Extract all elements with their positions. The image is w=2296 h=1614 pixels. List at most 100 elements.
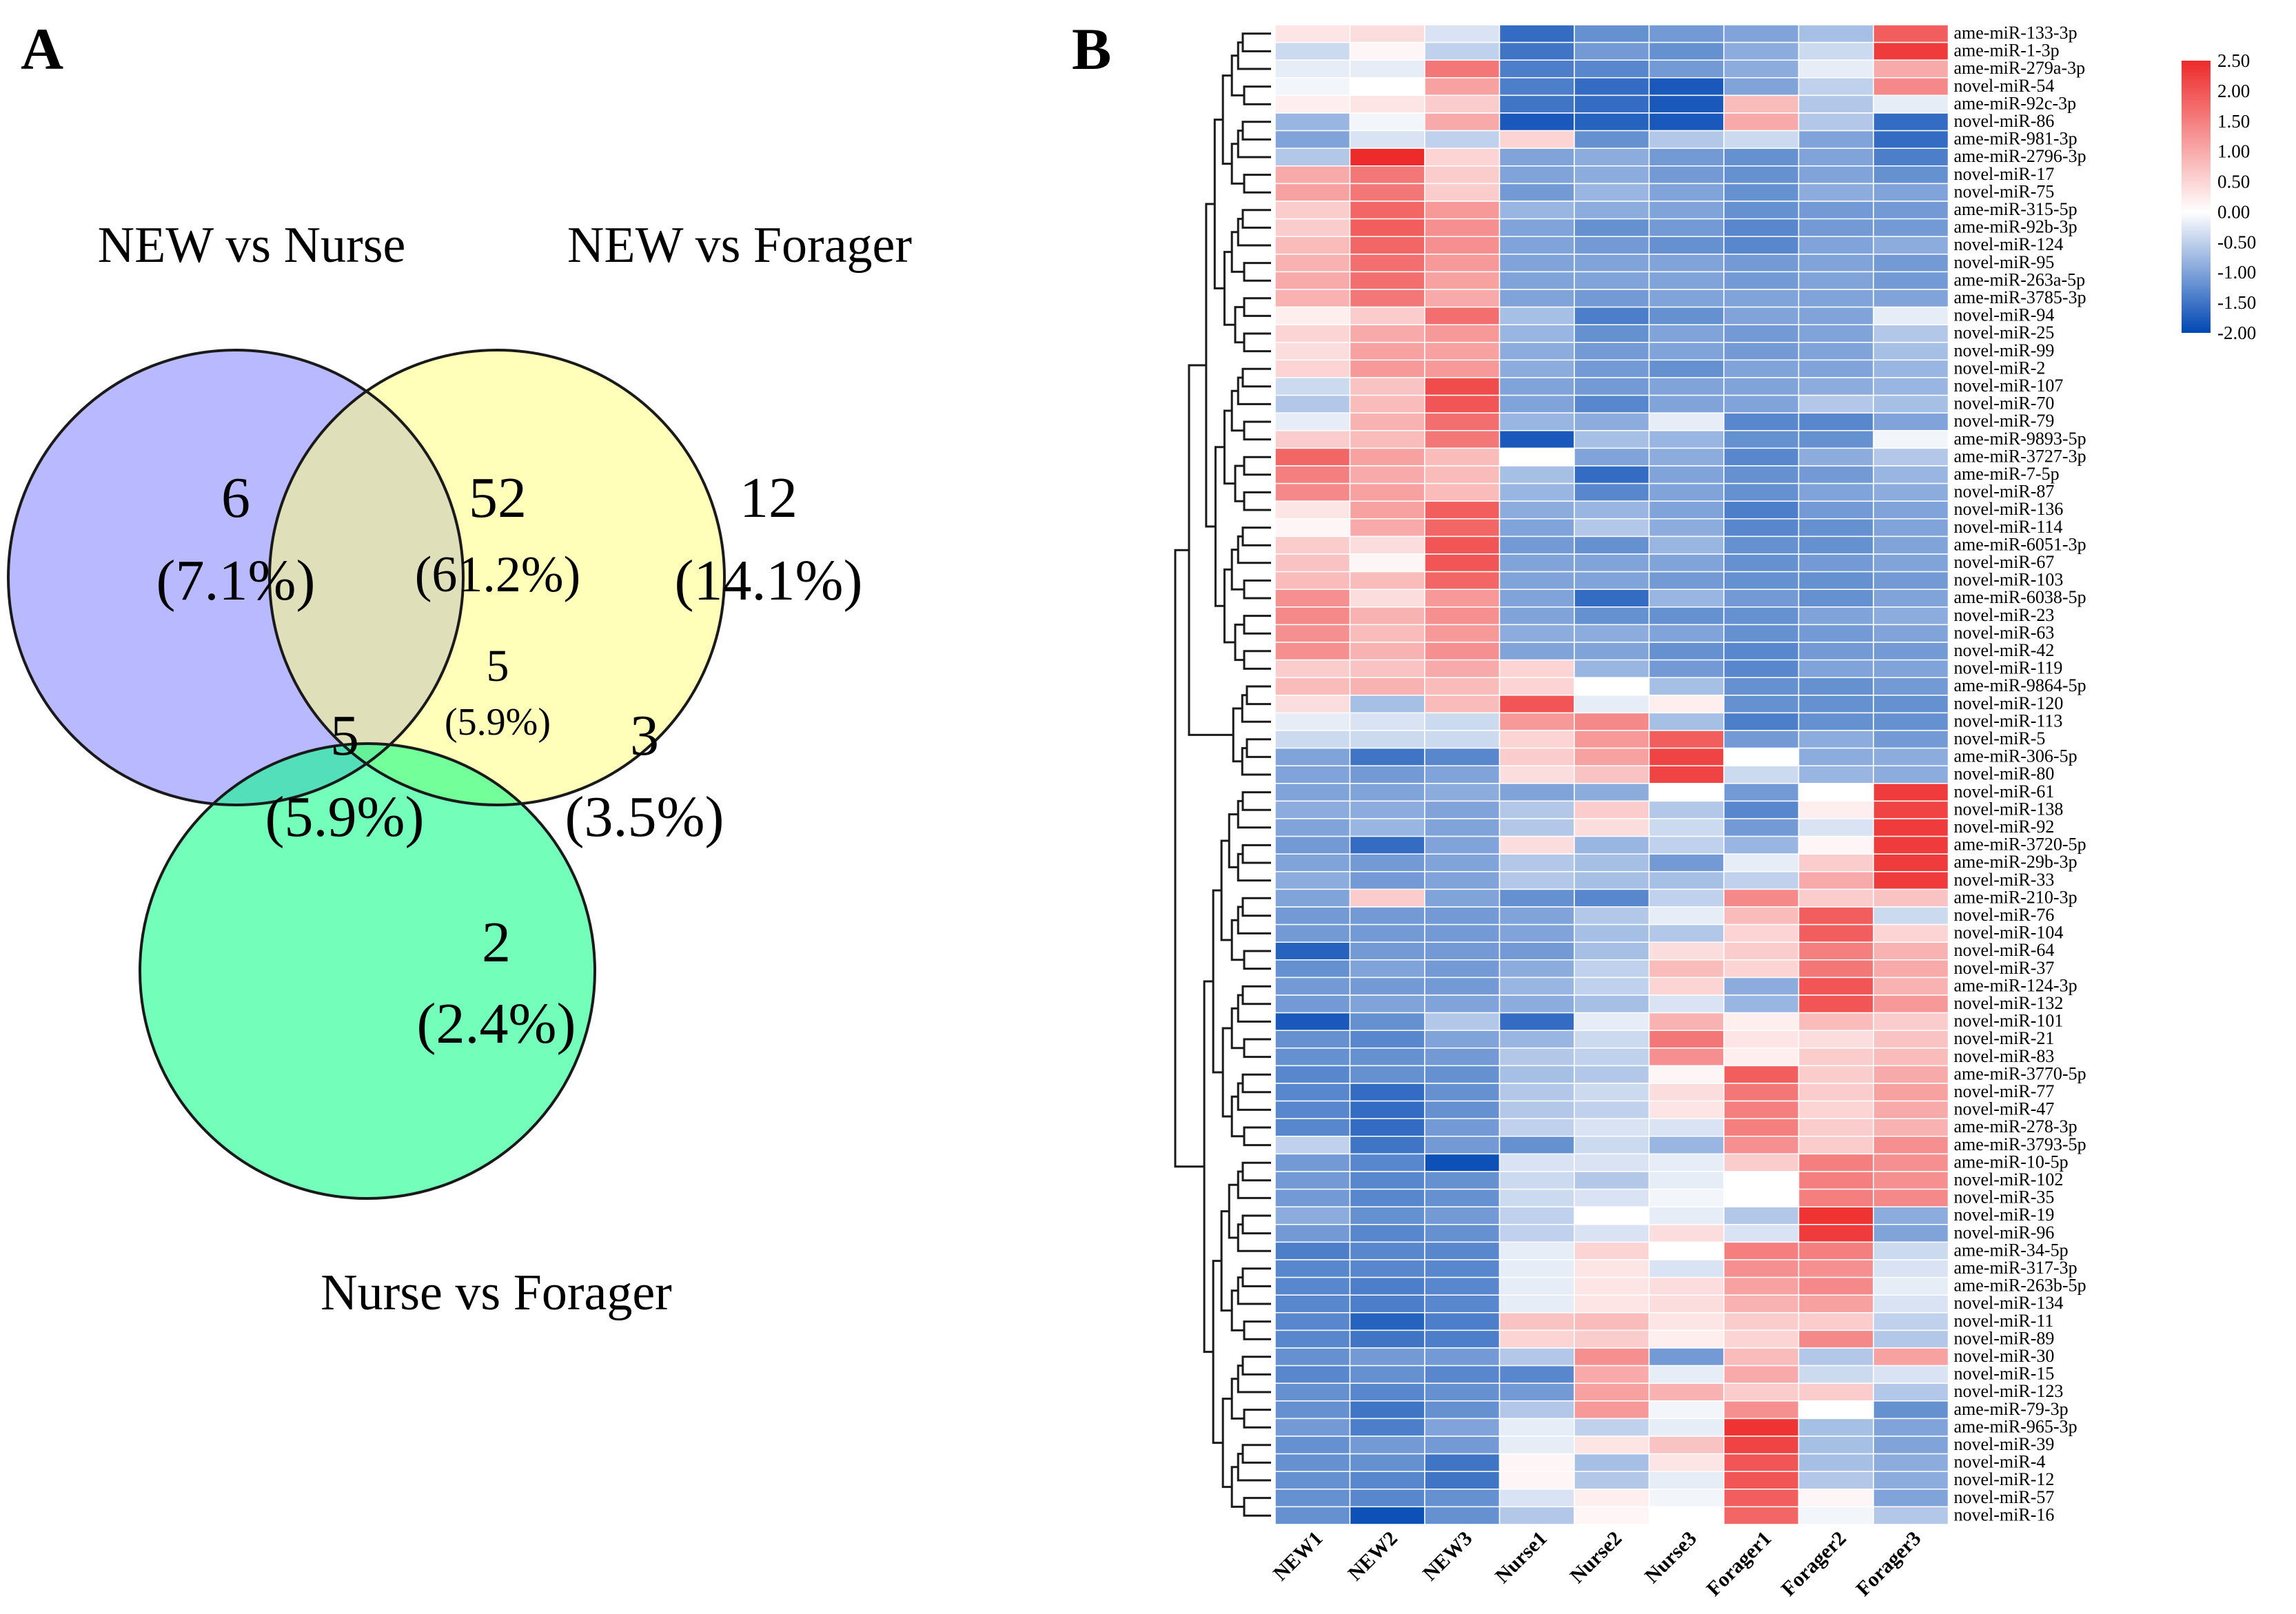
heatmap-cell <box>1349 1400 1425 1420</box>
heatmap-cell <box>1873 1365 1949 1384</box>
heatmap-cell <box>1274 624 1351 643</box>
heatmap-cell <box>1274 1065 1351 1084</box>
heatmap-cell <box>1798 77 1874 96</box>
heatmap-cell <box>1648 941 1725 961</box>
dendrogram-branch <box>1243 615 1271 635</box>
heatmap-cell <box>1873 1188 1949 1207</box>
heatmap-cell <box>1798 1030 1874 1049</box>
heatmap-cell <box>1274 218 1351 237</box>
heatmap-cell <box>1574 324 1650 343</box>
heatmap-cell <box>1798 165 1874 185</box>
heatmap-cell <box>1574 1241 1650 1260</box>
heatmap-cell <box>1798 1012 1874 1031</box>
heatmap-cell <box>1424 1065 1501 1084</box>
column-label: Forager1 <box>1703 1527 1776 1601</box>
heatmap-cell <box>1648 1329 1725 1349</box>
heatmap-cell <box>1349 165 1425 185</box>
heatmap-cell <box>1873 800 1949 819</box>
heatmap-cell <box>1499 165 1575 185</box>
heatmap-cell <box>1798 959 1874 979</box>
heatmap-cell <box>1424 1118 1501 1137</box>
heatmap-cell <box>1424 871 1501 890</box>
dendrogram-branch <box>1237 535 1271 564</box>
heatmap-cell <box>1274 165 1351 185</box>
heatmap-cell <box>1648 1259 1725 1278</box>
heatmap-cell <box>1798 465 1874 484</box>
row-label: ame-miR-210-3p <box>1954 887 2077 907</box>
heatmap-cell <box>1349 77 1425 96</box>
row-label: novel-miR-134 <box>1954 1293 2064 1313</box>
heatmap-cell <box>1499 1100 1575 1119</box>
heatmap-cell <box>1424 130 1501 149</box>
heatmap-cell <box>1574 377 1650 396</box>
heatmap-cell <box>1723 201 1800 220</box>
heatmap-cell <box>1349 1206 1425 1225</box>
column-label: Forager3 <box>1852 1527 1926 1601</box>
heatmap-cell <box>1349 412 1425 431</box>
heatmap-cell <box>1873 289 1949 308</box>
region-count-nurse-forager-only: 2 <box>482 910 511 974</box>
heatmap-cell <box>1873 977 1949 996</box>
heatmap-cell <box>1574 1436 1650 1455</box>
heatmap-cell <box>1873 730 1949 749</box>
region-percent-new-nurse-nurse-forager: (5.9%) <box>265 785 425 849</box>
region-percent-all-three: (5.9%) <box>445 701 551 744</box>
heatmap-cell <box>1723 342 1800 361</box>
heatmap-cell <box>1723 606 1800 626</box>
heatmap-cell <box>1424 1012 1501 1031</box>
heatmap-cell <box>1798 589 1874 608</box>
color-scale-tick-label: 0.00 <box>2217 201 2250 222</box>
row-label: ame-miR-2796-3p <box>1954 146 2086 166</box>
heatmap-cell <box>1499 1365 1575 1384</box>
heatmap-cell <box>1873 1382 1949 1402</box>
heatmap-cell <box>1873 359 1949 378</box>
heatmap-cell <box>1349 430 1425 449</box>
heatmap-cell <box>1274 1012 1351 1031</box>
row-label: novel-miR-119 <box>1954 658 2063 678</box>
heatmap-cell <box>1648 183 1725 202</box>
heatmap-cell <box>1574 1365 1650 1384</box>
heatmap-cell <box>1574 1012 1650 1031</box>
heatmap-cell <box>1723 853 1800 872</box>
heatmap-cell <box>1574 659 1650 678</box>
row-label: novel-miR-19 <box>1954 1205 2055 1225</box>
heatmap-cell <box>1274 465 1351 484</box>
heatmap-cell <box>1723 571 1800 590</box>
heatmap-cell <box>1499 500 1575 520</box>
color-scale-tick-label: -1.00 <box>2217 262 2256 283</box>
heatmap-cell <box>1723 59 1800 79</box>
heatmap-cell <box>1723 1065 1800 1084</box>
heatmap-cell <box>1499 1153 1575 1172</box>
heatmap-cell <box>1349 765 1425 784</box>
heatmap-cell <box>1424 59 1501 79</box>
heatmap-cell <box>1499 977 1575 996</box>
heatmap-cell <box>1723 1471 1800 1490</box>
heatmap-cell <box>1499 1471 1575 1490</box>
heatmap-cell <box>1349 589 1425 608</box>
heatmap-cell <box>1274 1294 1351 1314</box>
heatmap-cell <box>1274 888 1351 908</box>
heatmap-cell <box>1274 553 1351 573</box>
dendrogram-branch <box>1237 799 1271 829</box>
heatmap-cell <box>1574 977 1650 996</box>
heatmap-cell <box>1574 1153 1650 1172</box>
dendrogram-branch <box>1234 464 1244 502</box>
heatmap-cell <box>1274 1136 1351 1155</box>
heatmap-cell <box>1274 1382 1351 1402</box>
heatmap-cell <box>1574 447 1650 467</box>
heatmap-cell <box>1499 24 1575 43</box>
heatmap-cell <box>1723 147 1800 167</box>
heatmap-cell <box>1349 236 1425 255</box>
heatmap-cell <box>1574 642 1650 661</box>
heatmap-cell <box>1648 730 1725 749</box>
heatmap-cell <box>1349 342 1425 361</box>
heatmap-cell <box>1274 712 1351 731</box>
heatmap-cell <box>1648 394 1725 413</box>
heatmap-cell <box>1873 589 1949 608</box>
heatmap-cell <box>1574 571 1650 590</box>
column-label: Nurse2 <box>1565 1527 1626 1588</box>
row-label: ame-miR-10-5p <box>1954 1152 2069 1172</box>
heatmap-cell <box>1723 1400 1800 1420</box>
heatmap-cell <box>1873 1100 1949 1119</box>
heatmap-cell <box>1798 730 1874 749</box>
